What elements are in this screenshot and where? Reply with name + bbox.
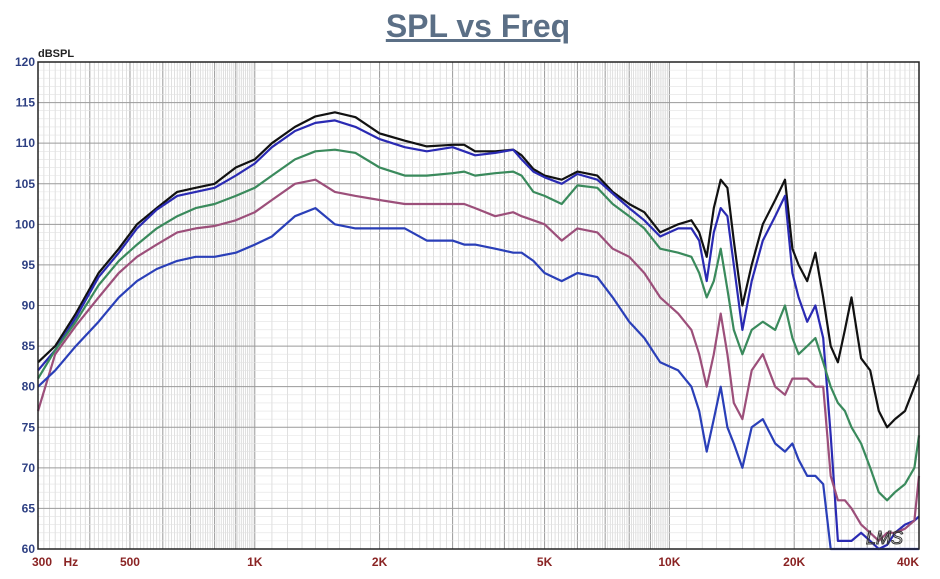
y-tick-label: 60 bbox=[22, 542, 36, 556]
x-tick-labels: 300 Hz 500 1K 2K 5K 10K 20K 40K bbox=[32, 555, 919, 569]
x-tick-label: 2K bbox=[372, 555, 388, 569]
series-line-4 bbox=[36, 178, 921, 542]
series-line-3 bbox=[37, 148, 921, 502]
lms-watermark: LMS bbox=[866, 528, 903, 548]
chart-grid bbox=[38, 61, 919, 550]
chart-title: SPL vs Freq bbox=[385, 8, 571, 44]
x-tick-label: 5K bbox=[537, 555, 553, 569]
y-tick-label: 85 bbox=[22, 339, 36, 353]
plot-frame bbox=[37, 61, 920, 550]
y-tick-label: 90 bbox=[22, 299, 36, 313]
y-tick-label: 70 bbox=[22, 461, 36, 475]
y-tick-label: 75 bbox=[22, 420, 36, 434]
x-tick-label: Hz bbox=[63, 555, 78, 569]
chart-series bbox=[36, 111, 921, 551]
y-tick-label: 95 bbox=[22, 258, 36, 272]
y-tick-label: 115 bbox=[16, 96, 36, 110]
x-tick-label: 300 bbox=[32, 555, 52, 569]
y-tick-label: 120 bbox=[15, 55, 35, 69]
y-tick-label: 65 bbox=[22, 501, 36, 515]
y-tick-label: 80 bbox=[22, 380, 36, 394]
y-tick-label: 105 bbox=[15, 177, 35, 191]
series-line-2 bbox=[37, 119, 920, 551]
x-tick-label: 1K bbox=[247, 555, 263, 569]
x-tick-label: 20K bbox=[783, 555, 805, 569]
x-tick-label: 40K bbox=[897, 555, 919, 569]
y-axis-label: dBSPL bbox=[38, 48, 74, 60]
x-tick-label: 10K bbox=[658, 555, 680, 569]
y-tick-label: 100 bbox=[15, 217, 35, 231]
y-tick-label: 110 bbox=[16, 136, 36, 150]
x-tick-label: 500 bbox=[120, 555, 140, 569]
y-tick-labels: 120 115 110 105 100 95 90 85 80 75 70 65 60 bbox=[15, 55, 35, 556]
series-line-1 bbox=[37, 111, 921, 429]
